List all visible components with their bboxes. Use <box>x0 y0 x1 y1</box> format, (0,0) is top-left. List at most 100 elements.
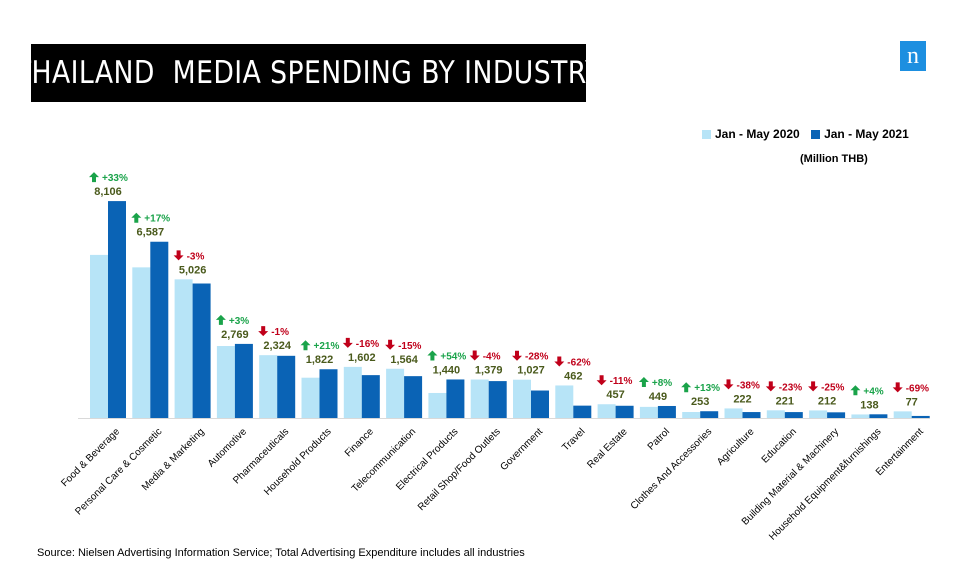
change-label: -15% <box>398 341 421 352</box>
category-label: Travel <box>560 426 587 453</box>
change-label: +3% <box>229 316 249 327</box>
data-label: 212 <box>818 395 836 407</box>
bar-2021 <box>615 405 634 418</box>
arrow-down-icon <box>512 350 522 361</box>
bar-2020 <box>766 410 785 418</box>
change-label: +13% <box>694 383 720 394</box>
bar-2021 <box>573 405 592 418</box>
data-label: 1,602 <box>348 352 376 364</box>
arrow-up-icon <box>638 376 649 387</box>
data-label: 449 <box>649 391 667 403</box>
data-label: 8,106 <box>94 186 122 198</box>
bar-2021 <box>869 414 888 418</box>
bar-2020 <box>724 408 743 418</box>
nielsen-logo-icon: n <box>900 41 926 71</box>
source-note: Source: Nielsen Advertising Information … <box>37 547 525 559</box>
bar-2020 <box>174 279 193 418</box>
category-label: Patrol <box>646 426 672 452</box>
change-label: -25% <box>821 382 844 393</box>
bar-2020 <box>682 412 701 418</box>
arrow-up-icon <box>427 350 438 361</box>
bar-2020 <box>893 411 912 418</box>
data-label: 77 <box>906 396 918 408</box>
bar-2021 <box>488 381 507 418</box>
arrow-down-icon <box>342 337 353 348</box>
bar-2020 <box>132 267 151 418</box>
arrow-down-icon <box>892 382 903 393</box>
bar-2020 <box>513 379 531 418</box>
page-title: THAILAND MEDIA SPENDING BY INDUSTRY <box>14 55 603 91</box>
category-label: Retail Shop/Food Outlets <box>416 426 503 513</box>
legend-swatch-2020 <box>702 129 711 139</box>
legend-swatch-2021 <box>811 129 821 139</box>
bar-2020 <box>555 385 574 418</box>
arrow-down-icon <box>173 250 184 261</box>
change-label: +21% <box>314 341 340 352</box>
bar-2020 <box>639 406 658 418</box>
legend-label-2021: Jan - May 2021 <box>824 127 909 141</box>
data-label: 1,440 <box>433 364 461 376</box>
category-label: Personal Care & Cosmetic <box>73 426 164 517</box>
bar-2021 <box>657 405 676 418</box>
arrow-up-icon <box>131 212 142 223</box>
bar-2020 <box>259 355 278 418</box>
logo-letter: n <box>907 43 919 69</box>
arrow-down-icon <box>765 381 776 392</box>
category-label: Education <box>760 426 799 465</box>
data-label: 1,564 <box>390 354 418 366</box>
change-label: +33% <box>102 173 128 184</box>
bar-2021 <box>192 283 211 418</box>
data-label: 253 <box>691 396 709 408</box>
bar-2021 <box>700 411 719 418</box>
data-label: 462 <box>564 370 582 382</box>
data-label: 1,027 <box>517 365 545 377</box>
change-label: -3% <box>187 251 205 262</box>
arrow-down-icon <box>469 350 480 361</box>
arrow-up-icon <box>850 385 861 396</box>
bar-2020 <box>386 368 405 418</box>
data-label: 222 <box>733 393 751 405</box>
bar-2021 <box>319 369 338 418</box>
change-label: +54% <box>440 351 466 362</box>
chart-legend: Jan - May 2020 Jan - May 2021 <box>702 127 917 142</box>
bar-2021 <box>827 412 846 418</box>
bar-2020 <box>343 366 362 418</box>
category-label: Agriculture <box>715 426 757 468</box>
change-label: -62% <box>567 357 590 368</box>
legend-item-2020: Jan - May 2020 <box>702 127 800 141</box>
change-label: -16% <box>356 339 379 350</box>
arrow-up-icon <box>89 172 99 183</box>
change-label: -69% <box>906 383 929 394</box>
bar-2021 <box>784 412 803 418</box>
bar-2021 <box>404 376 423 418</box>
bar-2020 <box>216 346 235 418</box>
change-label: +8% <box>652 378 672 389</box>
arrow-down-icon <box>596 375 607 386</box>
bar-2021 <box>446 379 465 418</box>
data-label: 2,769 <box>221 329 249 341</box>
bar-2020 <box>428 392 447 418</box>
change-label: +17% <box>144 214 170 225</box>
arrow-down-icon <box>554 356 565 367</box>
change-label: -1% <box>271 327 289 338</box>
change-label: -23% <box>779 382 802 393</box>
change-label: +4% <box>863 386 883 397</box>
category-label: Clothes And Accessories <box>629 426 715 512</box>
data-label: 1,379 <box>475 365 503 377</box>
arrow-up-icon <box>300 340 311 351</box>
data-label: 457 <box>606 389 624 401</box>
legend-label-2020: Jan - May 2020 <box>715 127 800 141</box>
arrow-up-icon <box>215 314 226 325</box>
data-label: 6,587 <box>137 227 165 239</box>
bar-2021 <box>150 241 169 418</box>
data-label: 138 <box>860 399 878 411</box>
arrow-down-icon <box>258 326 269 337</box>
bar-2021 <box>361 375 380 418</box>
data-label: 221 <box>776 395 794 407</box>
change-label: -28% <box>525 352 548 363</box>
bar-2021 <box>277 355 296 418</box>
category-label: Real Estate <box>585 426 630 471</box>
category-label: Finance <box>343 426 376 459</box>
bar-2020 <box>597 404 616 418</box>
